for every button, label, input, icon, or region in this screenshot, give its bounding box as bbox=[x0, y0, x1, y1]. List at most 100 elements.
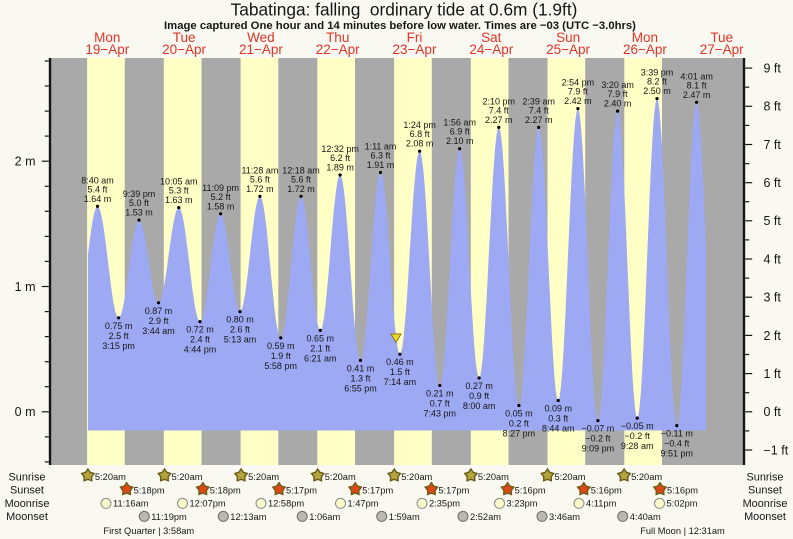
svg-text:26−Apr: 26−Apr bbox=[623, 42, 667, 57]
svg-text:7.9 ft: 7.9 ft bbox=[608, 89, 629, 99]
svg-text:5:20am: 5:20am bbox=[631, 472, 662, 482]
svg-text:0.65 m: 0.65 m bbox=[307, 333, 335, 343]
svg-text:5:20am: 5:20am bbox=[248, 472, 279, 482]
svg-text:Tue: Tue bbox=[173, 30, 196, 45]
svg-text:6:21 am: 6:21 am bbox=[304, 353, 337, 363]
svg-text:5:20am: 5:20am bbox=[401, 472, 432, 482]
svg-text:Sun: Sun bbox=[556, 30, 580, 45]
svg-text:3:39 pm: 3:39 pm bbox=[641, 68, 674, 78]
svg-text:1.53 m: 1.53 m bbox=[125, 208, 153, 218]
svg-text:0.87 m: 0.87 m bbox=[145, 306, 173, 316]
svg-text:1 ft: 1 ft bbox=[764, 367, 782, 381]
svg-text:First Quarter | 3:58am: First Quarter | 3:58am bbox=[103, 526, 194, 536]
svg-text:0 m: 0 m bbox=[15, 405, 36, 419]
svg-text:2.40 m: 2.40 m bbox=[604, 99, 632, 109]
svg-text:8:27 pm: 8:27 pm bbox=[503, 429, 536, 439]
svg-text:2:35pm: 2:35pm bbox=[429, 499, 460, 509]
svg-text:6.9 ft: 6.9 ft bbox=[450, 127, 471, 137]
svg-text:5:16pm: 5:16pm bbox=[515, 485, 546, 495]
svg-text:5:13 am: 5:13 am bbox=[224, 335, 257, 345]
svg-text:12:58pm: 12:58pm bbox=[268, 499, 304, 509]
svg-text:5:20am: 5:20am bbox=[325, 472, 356, 482]
svg-text:Sunrise: Sunrise bbox=[9, 471, 46, 483]
svg-text:6.3 ft: 6.3 ft bbox=[370, 151, 391, 161]
svg-text:5:16pm: 5:16pm bbox=[591, 485, 622, 495]
svg-text:4:11pm: 4:11pm bbox=[586, 499, 617, 509]
svg-text:2:54 pm: 2:54 pm bbox=[562, 78, 595, 88]
svg-text:1.72 m: 1.72 m bbox=[287, 184, 315, 194]
svg-text:0.59 m: 0.59 m bbox=[267, 341, 295, 351]
svg-text:22−Apr: 22−Apr bbox=[316, 42, 360, 57]
svg-text:6 ft: 6 ft bbox=[764, 176, 782, 190]
svg-text:Full Moon | 12:31am: Full Moon | 12:31am bbox=[640, 526, 725, 536]
svg-text:5:18pm: 5:18pm bbox=[210, 485, 241, 495]
svg-text:1.91 m: 1.91 m bbox=[367, 160, 395, 170]
svg-text:7.4 ft: 7.4 ft bbox=[529, 105, 550, 115]
svg-text:5:17pm: 5:17pm bbox=[438, 485, 469, 495]
svg-text:1:06am: 1:06am bbox=[309, 512, 340, 522]
svg-text:2:52am: 2:52am bbox=[470, 512, 501, 522]
svg-text:11:16am: 11:16am bbox=[113, 499, 149, 509]
svg-text:2.5 ft: 2.5 ft bbox=[109, 331, 130, 341]
svg-text:−0.07 m: −0.07 m bbox=[582, 424, 615, 434]
svg-text:9:51 pm: 9:51 pm bbox=[661, 449, 694, 459]
svg-text:5:20am: 5:20am bbox=[478, 472, 509, 482]
svg-text:1.5 ft: 1.5 ft bbox=[390, 367, 411, 377]
svg-text:2.47 m: 2.47 m bbox=[683, 90, 711, 100]
svg-text:2.9 ft: 2.9 ft bbox=[148, 316, 169, 326]
svg-text:2 m: 2 m bbox=[15, 155, 36, 169]
svg-text:0 ft: 0 ft bbox=[764, 405, 782, 419]
svg-text:3:15 pm: 3:15 pm bbox=[102, 341, 135, 351]
svg-text:Sat: Sat bbox=[481, 30, 502, 45]
svg-text:Moonrise: Moonrise bbox=[5, 498, 50, 510]
svg-text:0.80 m: 0.80 m bbox=[226, 315, 254, 325]
svg-text:12:18 am: 12:18 am bbox=[282, 165, 320, 175]
svg-text:24−Apr: 24−Apr bbox=[469, 42, 513, 57]
svg-text:0.09 m: 0.09 m bbox=[544, 404, 572, 414]
svg-text:3 ft: 3 ft bbox=[764, 291, 782, 305]
svg-text:19−Apr: 19−Apr bbox=[85, 42, 129, 57]
svg-text:2.10 m: 2.10 m bbox=[446, 136, 474, 146]
svg-text:23−Apr: 23−Apr bbox=[393, 42, 437, 57]
svg-text:3:44 am: 3:44 am bbox=[142, 326, 175, 336]
svg-text:5.6 ft: 5.6 ft bbox=[291, 174, 312, 184]
svg-text:0.41 m: 0.41 m bbox=[347, 363, 375, 373]
svg-text:5:16pm: 5:16pm bbox=[667, 485, 698, 495]
svg-text:1 m: 1 m bbox=[15, 280, 36, 294]
svg-text:11:19pm: 11:19pm bbox=[151, 512, 187, 522]
svg-text:2.08 m: 2.08 m bbox=[406, 139, 434, 149]
svg-text:Sunset: Sunset bbox=[748, 485, 782, 497]
svg-text:Sunset: Sunset bbox=[10, 485, 44, 497]
svg-text:0.46 m: 0.46 m bbox=[386, 357, 414, 367]
svg-text:0.9 ft: 0.9 ft bbox=[469, 391, 490, 401]
svg-text:5:58 pm: 5:58 pm bbox=[264, 361, 297, 371]
svg-text:25−Apr: 25−Apr bbox=[546, 42, 590, 57]
svg-text:4:01 am: 4:01 am bbox=[680, 71, 713, 81]
svg-text:1:59am: 1:59am bbox=[389, 512, 420, 522]
svg-text:1.58 m: 1.58 m bbox=[207, 201, 235, 211]
svg-text:1:11 am: 1:11 am bbox=[365, 142, 397, 152]
svg-text:Mon: Mon bbox=[94, 30, 120, 45]
svg-text:Wed: Wed bbox=[247, 30, 275, 45]
svg-text:1:47pm: 1:47pm bbox=[348, 499, 379, 509]
svg-text:9 ft: 9 ft bbox=[764, 62, 782, 76]
svg-text:1.9 ft: 1.9 ft bbox=[271, 351, 292, 361]
svg-text:0.05 m: 0.05 m bbox=[505, 409, 533, 419]
svg-text:21−Apr: 21−Apr bbox=[239, 42, 283, 57]
svg-text:1.3 ft: 1.3 ft bbox=[350, 373, 371, 383]
svg-text:6:55 pm: 6:55 pm bbox=[344, 383, 377, 393]
svg-text:−0.4 ft: −0.4 ft bbox=[664, 439, 690, 449]
svg-text:Moonrise: Moonrise bbox=[743, 498, 788, 510]
svg-text:Image captured One hour and 14: Image captured One hour and 14 minutes b… bbox=[164, 20, 636, 32]
svg-text:2.50 m: 2.50 m bbox=[643, 86, 671, 96]
svg-text:−0.2 ft: −0.2 ft bbox=[585, 434, 611, 444]
svg-text:2.1 ft: 2.1 ft bbox=[310, 343, 331, 353]
svg-text:5:20am: 5:20am bbox=[95, 472, 126, 482]
svg-text:4:40am: 4:40am bbox=[630, 512, 661, 522]
svg-text:−0.05 m: −0.05 m bbox=[621, 421, 654, 431]
svg-text:9:39 pm: 9:39 pm bbox=[123, 189, 156, 199]
svg-text:0.72 m: 0.72 m bbox=[186, 325, 214, 335]
svg-text:9:28 am: 9:28 am bbox=[621, 441, 654, 451]
svg-text:8 ft: 8 ft bbox=[764, 100, 782, 114]
svg-text:0.2 ft: 0.2 ft bbox=[509, 419, 530, 429]
